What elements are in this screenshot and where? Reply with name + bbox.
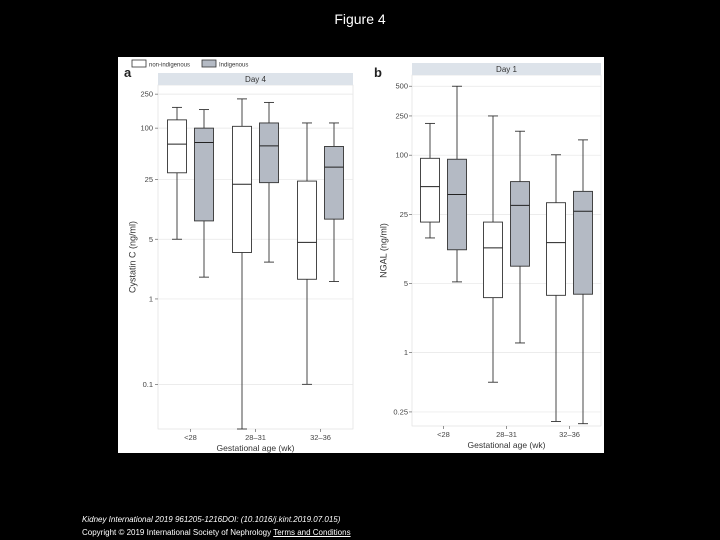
copyright-text: Copyright © 2019 International Society o… bbox=[82, 528, 272, 537]
box-plot-figure: non-indigenous Indigenous Day 4 a 0.1 1 5 25 100… bbox=[124, 59, 602, 453]
box-iqr bbox=[546, 202, 566, 296]
box-iqr bbox=[324, 146, 344, 220]
box-iqr bbox=[194, 127, 214, 222]
box-iqr bbox=[573, 190, 593, 295]
y-tick-label: 100 bbox=[395, 151, 408, 160]
box-indigenous bbox=[194, 109, 214, 278]
box-non-indigenous bbox=[546, 154, 566, 422]
x-tick-label: 28–31 bbox=[496, 430, 517, 439]
x-tick-label: <28 bbox=[184, 433, 197, 442]
box-non-indigenous bbox=[167, 106, 187, 240]
box-non-indigenous bbox=[232, 98, 252, 430]
panel-a: Day 4 a 0.1 1 5 25 100 250 Cystatin C (ng/ml) <28… bbox=[124, 65, 354, 453]
x-tick-label: 28–31 bbox=[245, 433, 266, 442]
box-indigenous bbox=[259, 101, 279, 263]
y-tick-label: 100 bbox=[140, 124, 153, 133]
y-tick-label: 5 bbox=[404, 279, 408, 288]
panel-b: Day 1 b 0.25 1 5 25 100 250 500 NGAL (ng/ml) <28 28… bbox=[374, 63, 602, 450]
x-axis-label: Gestational age (wk) bbox=[468, 440, 546, 450]
y-tick-label: 5 bbox=[149, 235, 153, 244]
box-iqr bbox=[232, 125, 252, 253]
y-tick-label: 500 bbox=[395, 82, 408, 91]
box-indigenous bbox=[447, 85, 467, 283]
legend-swatch bbox=[131, 59, 147, 68]
y-axis-label: NGAL (ng/ml) bbox=[378, 223, 388, 278]
box-indigenous bbox=[324, 122, 344, 282]
legend: non-indigenous Indigenous bbox=[131, 59, 248, 69]
legend-swatch bbox=[201, 59, 217, 68]
facet-title: Day 4 bbox=[245, 75, 266, 84]
figure-title: Figure 4 bbox=[334, 11, 386, 27]
y-tick-label: 25 bbox=[400, 210, 408, 219]
terms-link[interactable]: Terms and Conditions bbox=[273, 528, 351, 537]
y-axis-label: Cystatin C (ng/ml) bbox=[127, 221, 137, 293]
y-tick-label: 1 bbox=[404, 348, 408, 357]
y-tick-label: 250 bbox=[140, 90, 153, 99]
y-tick-label: 0.1 bbox=[143, 380, 153, 389]
facet-strip bbox=[412, 63, 601, 75]
legend-label: non-indigenous bbox=[149, 63, 190, 69]
box-non-indigenous bbox=[297, 122, 317, 385]
x-tick-label: <28 bbox=[437, 430, 450, 439]
x-tick-label: 32–36 bbox=[559, 430, 580, 439]
box-iqr bbox=[420, 157, 440, 223]
x-tick-label: 32–36 bbox=[310, 433, 331, 442]
legend-label: Indigenous bbox=[219, 63, 248, 69]
box-non-indigenous bbox=[483, 115, 503, 383]
plot-area bbox=[157, 84, 354, 430]
panel-letter: b bbox=[374, 65, 382, 80]
facet-title: Day 1 bbox=[496, 65, 517, 74]
y-tick-label: 1 bbox=[149, 294, 153, 303]
facet-strip bbox=[158, 73, 353, 85]
box-iqr bbox=[483, 221, 503, 299]
box-indigenous bbox=[510, 130, 530, 344]
box-iqr bbox=[297, 180, 317, 280]
y-tick-label: 0.25 bbox=[393, 407, 408, 416]
plot-area bbox=[411, 74, 602, 427]
box-iqr bbox=[259, 122, 279, 184]
box-indigenous bbox=[573, 139, 593, 425]
box-iqr bbox=[510, 181, 530, 267]
y-tick-label: 250 bbox=[395, 111, 408, 120]
box-iqr bbox=[167, 119, 187, 174]
y-tick-label: 25 bbox=[145, 175, 153, 184]
citation-text: Kidney International 2019 961205-1216DOI… bbox=[82, 515, 341, 524]
footer: Kidney International 2019 961205-1216DOI… bbox=[82, 513, 351, 539]
box-non-indigenous bbox=[420, 122, 440, 239]
figure-panel: non-indigenous Indigenous Day 4 a 0.1 1 5 25 100… bbox=[118, 57, 604, 453]
panel-letter: a bbox=[124, 65, 132, 80]
x-axis-label: Gestational age (wk) bbox=[217, 443, 295, 453]
box-iqr bbox=[447, 158, 467, 251]
